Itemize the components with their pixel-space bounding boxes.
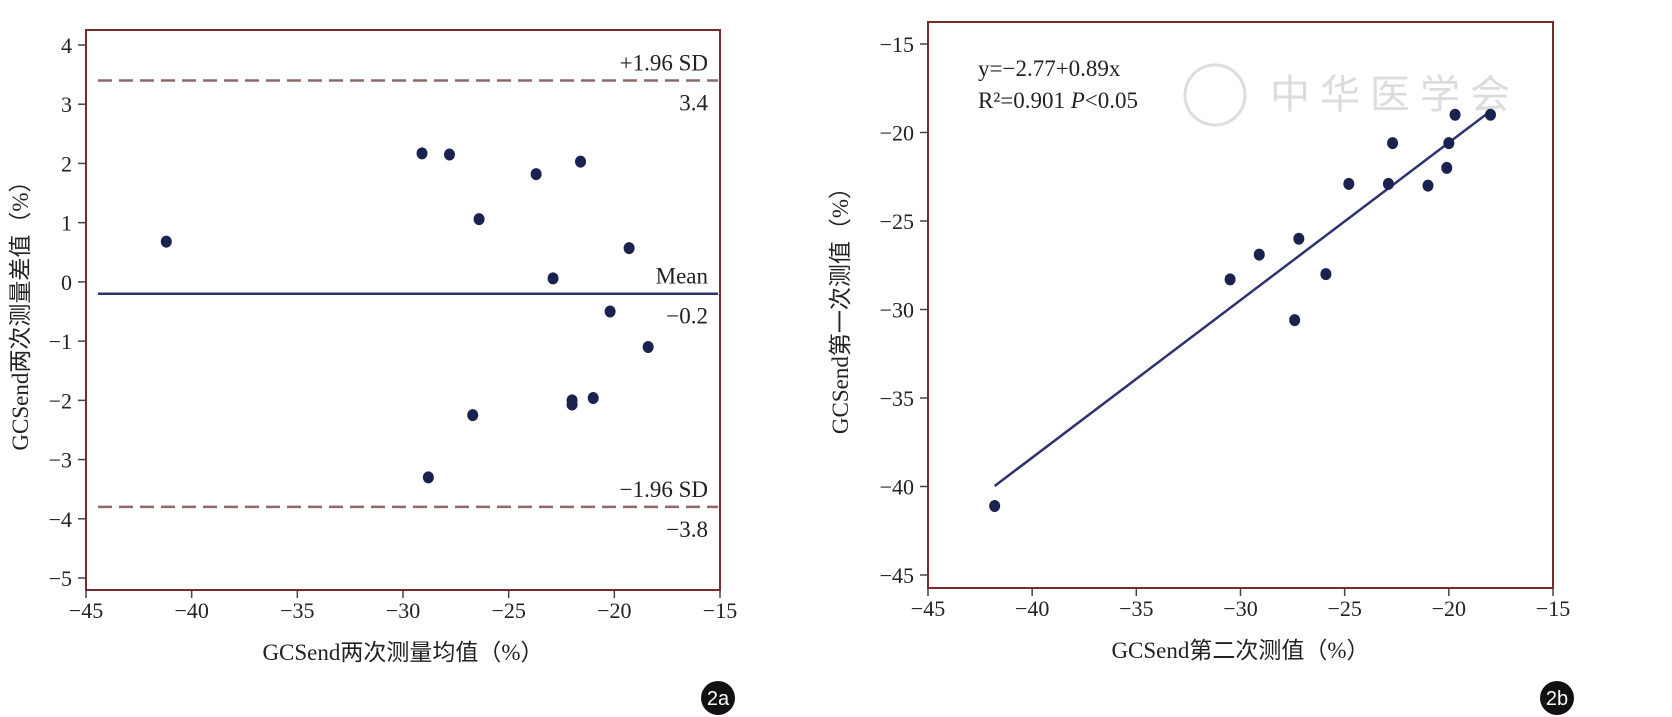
- data-point: [416, 147, 428, 160]
- x-tick-label: −15: [1536, 596, 1570, 621]
- x-tick-label: −25: [491, 598, 525, 623]
- data-point: [443, 148, 455, 161]
- y-tick-label: −5: [49, 566, 72, 591]
- data-point: [1224, 273, 1236, 286]
- data-point: [547, 272, 559, 285]
- y-tick-label: 4: [61, 33, 72, 58]
- reference-line-label: Mean: [656, 264, 709, 289]
- reference-line-value: 3.4: [679, 91, 708, 116]
- data-point: [642, 341, 654, 354]
- y-tick-label: 1: [61, 211, 72, 236]
- data-point: [473, 213, 485, 226]
- x-tick-label: −30: [1223, 596, 1257, 621]
- data-point: [1289, 314, 1301, 327]
- figure-badge: [701, 681, 735, 715]
- y-tick-label: −15: [880, 32, 914, 57]
- x-tick-label: −40: [1015, 596, 1049, 621]
- x-tick-label: −25: [1327, 596, 1361, 621]
- x-tick-label: −35: [280, 598, 314, 623]
- y-tick-label: −45: [880, 563, 914, 588]
- x-axis-label: GCSend两次测量均值（%）: [262, 640, 543, 665]
- data-point: [467, 409, 479, 422]
- x-tick-label: −30: [386, 598, 420, 623]
- data-point: [1293, 232, 1305, 245]
- r-squared-annotation: R²=0.901 P<0.05: [978, 88, 1138, 113]
- watermark-text: 中华医学会: [1270, 72, 1520, 117]
- data-point: [160, 235, 172, 248]
- data-point: [1253, 248, 1265, 261]
- data-point: [1382, 177, 1394, 190]
- data-point: [575, 155, 587, 168]
- x-tick-label: −45: [911, 596, 945, 621]
- reference-line-value: −0.2: [666, 304, 708, 329]
- data-point: [1441, 161, 1453, 174]
- plot-2b: −45 −40 −35 −30 −25 −20 −15 −15 −20 −25 −30 −35 −40 −…: [828, 21, 1574, 715]
- data-point: [604, 305, 616, 318]
- x-tick-label: −45: [69, 598, 103, 623]
- regression-line: [993, 110, 1492, 488]
- data-point: [1443, 137, 1455, 150]
- x-tick-label: −35: [1119, 596, 1153, 621]
- data-point: [1387, 137, 1399, 150]
- watermark-seal: [1183, 63, 1247, 127]
- y-tick-label: 0: [61, 270, 72, 295]
- p-value: <0.05: [1085, 88, 1138, 113]
- x-tick-label: −20: [1432, 596, 1466, 621]
- data-point: [1449, 108, 1461, 121]
- x-tick-label: −15: [703, 598, 737, 623]
- figure-badge-label: 2b: [1546, 688, 1568, 710]
- reference-line-label: +1.96 SD: [620, 51, 708, 76]
- y-tick-label: 2: [61, 151, 72, 176]
- x-tick-label: −40: [174, 598, 208, 623]
- reference-line-label: −1.96 SD: [620, 477, 708, 502]
- figure-badge: [1540, 681, 1574, 715]
- data-point: [1320, 268, 1332, 281]
- reference-line-value: −3.8: [666, 517, 708, 542]
- y-tick-label: −3: [49, 448, 72, 473]
- data-point: [1343, 177, 1355, 190]
- y-tick-label: −30: [880, 298, 914, 323]
- y-tick-label: −35: [880, 386, 914, 411]
- p-symbol: P: [1070, 88, 1085, 113]
- y-tick-label: 3: [61, 92, 72, 117]
- regression-equation: y=−2.77+0.89x: [978, 56, 1121, 81]
- data-point: [422, 471, 434, 484]
- data-point: [989, 499, 1001, 512]
- y-axis-label: GCSend两次测量差值（%）: [8, 169, 33, 450]
- y-tick-label: −2: [49, 388, 72, 413]
- x-tick-label: −20: [597, 598, 631, 623]
- data-point: [623, 242, 635, 255]
- data-point: [530, 168, 542, 181]
- data-point: [1485, 108, 1496, 121]
- y-tick-label: −1: [49, 329, 72, 354]
- data-point: [566, 398, 578, 411]
- plot-2a: −45 −40 −35 −30 −25 −20 −15 4 3 2 1 0 −1 −2 −3 −4 −5 GCSe…: [8, 29, 737, 715]
- y-tick-label: −25: [880, 209, 914, 234]
- y-tick-label: −4: [49, 507, 72, 532]
- data-point: [587, 391, 599, 404]
- data-point: [1422, 179, 1434, 192]
- y-tick-label: −40: [880, 475, 914, 500]
- y-tick-label: −20: [880, 121, 914, 146]
- y-axis-label: GCSend第一次测值（%）: [828, 176, 853, 434]
- figure-badge-label: 2a: [707, 688, 730, 710]
- x-axis-label: GCSend第二次测值（%）: [1111, 638, 1369, 663]
